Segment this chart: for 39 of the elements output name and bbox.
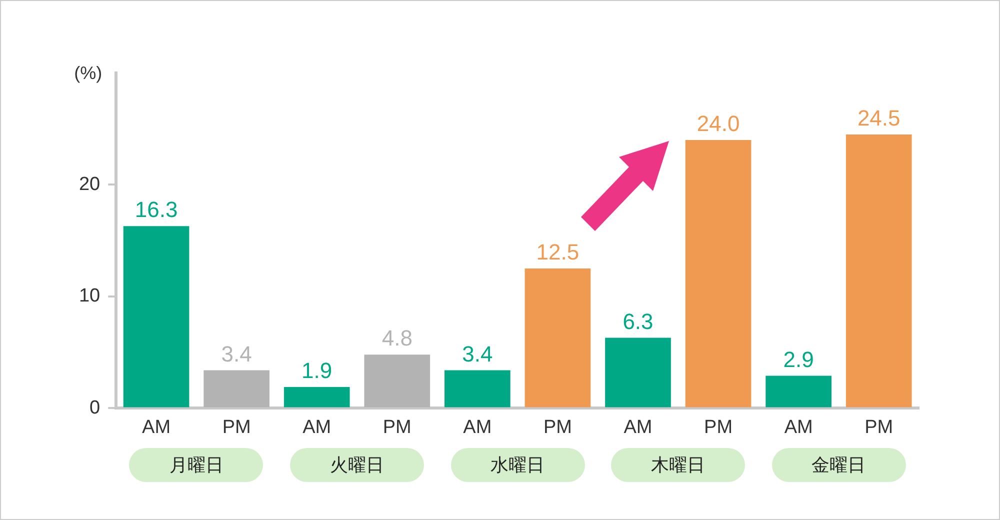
- x-tick-label: AM: [142, 416, 171, 438]
- y-tick-label: 0: [90, 397, 100, 418]
- x-tick-label: PM: [382, 416, 412, 438]
- text: 金曜日: [772, 448, 906, 482]
- text: 水曜日: [450, 448, 585, 482]
- data-label: 4.8: [382, 326, 412, 351]
- x-tick-label: PM: [222, 416, 251, 438]
- y-axis-title: (%): [74, 62, 102, 83]
- y-tick-label: 20: [78, 174, 100, 195]
- data-label: 12.5: [536, 240, 580, 265]
- x-tick-label: AM: [302, 416, 332, 438]
- data-label: 1.9: [302, 358, 332, 384]
- x-tick-label: PM: [864, 416, 894, 438]
- data-label: 2.9: [783, 346, 814, 372]
- bar: [685, 140, 752, 408]
- data-label: 3.4: [462, 341, 493, 366]
- bar: [605, 338, 671, 408]
- bar: [444, 370, 510, 408]
- text: 木曜日: [611, 448, 746, 482]
- bar: [284, 386, 350, 408]
- x-tick-label: PM: [704, 416, 733, 438]
- text: 月曜日: [129, 448, 264, 482]
- x-tick-label: AM: [624, 416, 652, 438]
- bar: [204, 370, 270, 408]
- x-tick-label: AM: [463, 416, 492, 438]
- data-label: 3.4: [221, 341, 252, 366]
- bar: [766, 376, 832, 408]
- text: 火曜日: [290, 448, 424, 482]
- data-label: 6.3: [622, 308, 654, 334]
- data-label: 16.3: [134, 197, 178, 222]
- bar: [123, 226, 190, 408]
- bar: [846, 134, 912, 408]
- x-tick-label: PM: [543, 416, 572, 438]
- bar: [524, 268, 591, 408]
- bar: [364, 354, 430, 408]
- x-tick-label: AM: [784, 416, 813, 438]
- data-label: 24.5: [857, 106, 900, 131]
- data-label: 24.0: [696, 111, 740, 136]
- y-tick-label: 10: [78, 286, 100, 307]
